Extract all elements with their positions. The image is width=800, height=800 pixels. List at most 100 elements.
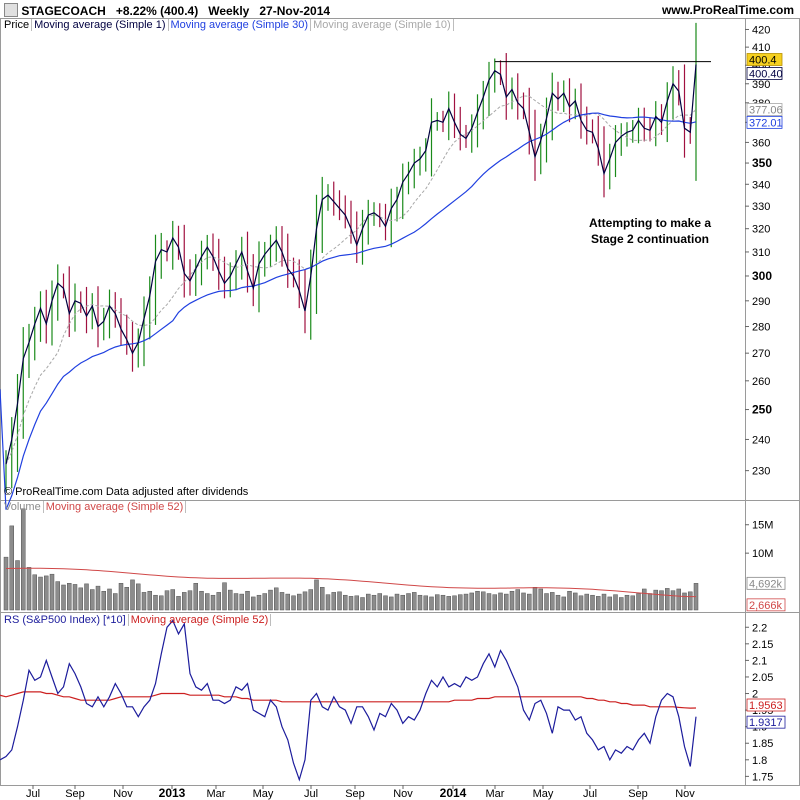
- volume-bar: [567, 590, 572, 611]
- volume-tick-label: 10M: [752, 548, 773, 560]
- change: +8.22% (400.4): [115, 4, 199, 18]
- legend-rs[interactable]: RS (S&P500 Index) [*10]: [2, 614, 129, 626]
- chart-type-icon[interactable]: [4, 3, 18, 17]
- volume-bar: [515, 589, 520, 611]
- x-tick-label: Jul: [304, 788, 318, 800]
- volume-bar: [653, 589, 658, 611]
- rs-tick-label: 2.15: [752, 639, 773, 651]
- volume-bar: [44, 575, 49, 611]
- axes: 230 240 250 260 270 280 290 300 310 320 330 340 350 3…: [26, 24, 786, 800]
- annotation-line-1: Attempting to make a: [588, 216, 711, 230]
- volume-bar: [435, 594, 440, 611]
- volume-bar: [164, 590, 170, 611]
- legend-ma30[interactable]: Moving average (Simple 30): [168, 19, 312, 31]
- volume-bar: [95, 585, 101, 611]
- legend-volume[interactable]: Volume: [2, 501, 44, 513]
- volume-legend: Volume Moving average (Simple 52): [2, 501, 187, 514]
- volume-bar: [647, 593, 653, 611]
- legend-vol-ma[interactable]: Moving average (Simple 52): [43, 501, 187, 513]
- volume-tick-label: 15M: [752, 520, 773, 532]
- volume-bar: [665, 588, 670, 611]
- price-tick-label: 300: [752, 269, 772, 283]
- volume-bar: [210, 594, 216, 611]
- volume-bar: [67, 583, 72, 611]
- price-tick-label: 420: [752, 24, 770, 36]
- volume-bar: [159, 595, 164, 611]
- volume-bar: [371, 594, 377, 611]
- chart-annotation: Attempting to make a Stage 2 continuatio…: [560, 215, 740, 247]
- rs-tick-label: 1.85: [752, 738, 773, 750]
- volume-bar: [90, 589, 95, 611]
- volume-bar: [624, 594, 630, 611]
- volume-bar: [118, 583, 124, 611]
- rs-tick-label: 2.05: [752, 672, 773, 684]
- volume-bar: [521, 592, 526, 611]
- volume-bar: [400, 594, 405, 611]
- volume-bar: [302, 591, 308, 611]
- legend-price[interactable]: Price: [2, 19, 33, 31]
- header-left: STAGECOACH +8.22% (400.4) Weekly 27-Nov-…: [4, 3, 330, 18]
- volume-bar: [659, 590, 664, 611]
- volume-bar: [578, 595, 584, 611]
- x-tick-label: Sep: [628, 788, 648, 800]
- outer-border: [0, 18, 800, 786]
- volume-bar: [492, 594, 497, 611]
- volume-bar: [314, 579, 319, 611]
- volume-bar: [613, 594, 618, 611]
- volume-bar: [538, 588, 543, 611]
- volume-bar: [343, 594, 348, 611]
- volume-bar: [3, 556, 9, 611]
- volume-bar: [308, 589, 313, 611]
- volume-bar: [124, 587, 129, 611]
- price-tick-label: 390: [752, 79, 770, 91]
- volume-bar: [406, 593, 411, 611]
- price-value-tag-text: 400.4: [749, 54, 777, 66]
- legend-rs-ma[interactable]: Moving average (Simple 52): [128, 614, 272, 626]
- volume-bar: [475, 590, 480, 611]
- volume-bar: [130, 579, 135, 611]
- volume-bar: [32, 574, 37, 611]
- volume-bar: [642, 588, 647, 611]
- price-tick-label: 230: [752, 466, 770, 478]
- volume-bar: [251, 596, 256, 611]
- volume-bar: [555, 594, 561, 611]
- legend-ma10[interactable]: Moving average (Simple 10): [311, 19, 454, 31]
- symbol: STAGECOACH: [21, 4, 106, 18]
- volume-bar: [446, 596, 451, 611]
- period: Weekly: [208, 4, 250, 18]
- volume-bar: [596, 596, 601, 611]
- volume-bar: [233, 593, 239, 611]
- volume-value-tag-text: 2,666k: [749, 600, 783, 612]
- rs-tick-label: 2.1: [752, 655, 767, 667]
- volume-bar: [187, 590, 193, 611]
- volume-bar: [78, 587, 83, 611]
- price-tick-label: 360: [752, 137, 770, 149]
- volume-bar: [481, 591, 486, 611]
- annotation-line-2: Stage 2 continuation: [590, 232, 709, 246]
- price-value-tag: [746, 115, 783, 129]
- x-tick-label: Mar: [486, 788, 505, 800]
- volume-bar: [607, 596, 612, 611]
- volume-bar: [550, 592, 555, 611]
- volume-bar: [509, 590, 515, 611]
- volume-ma-line: [5, 567, 696, 598]
- volume-bar: [325, 594, 331, 611]
- price-value-tag-text: 372.01: [749, 117, 783, 129]
- volume-bar: [676, 588, 681, 611]
- volume-bar: [205, 593, 210, 611]
- volume-bar: [222, 582, 227, 611]
- volume-bar: [389, 596, 394, 611]
- x-tick-label: May: [253, 788, 274, 800]
- x-tick-label: Sep: [65, 788, 85, 800]
- volume-bar: [423, 595, 428, 611]
- volume-bar: [274, 587, 279, 611]
- volume-bar: [682, 592, 687, 611]
- price-value-tag-text: 400.40: [749, 68, 783, 80]
- legend-ma1[interactable]: Moving average (Simple 1): [32, 19, 169, 31]
- volume-bar: [55, 581, 60, 611]
- copyright-note: © ProRealTime.com Data adjusted after di…: [4, 486, 249, 498]
- ma30-line: [0, 112, 697, 510]
- volume-value-tag: [746, 576, 786, 590]
- price-value-tag: [746, 103, 783, 116]
